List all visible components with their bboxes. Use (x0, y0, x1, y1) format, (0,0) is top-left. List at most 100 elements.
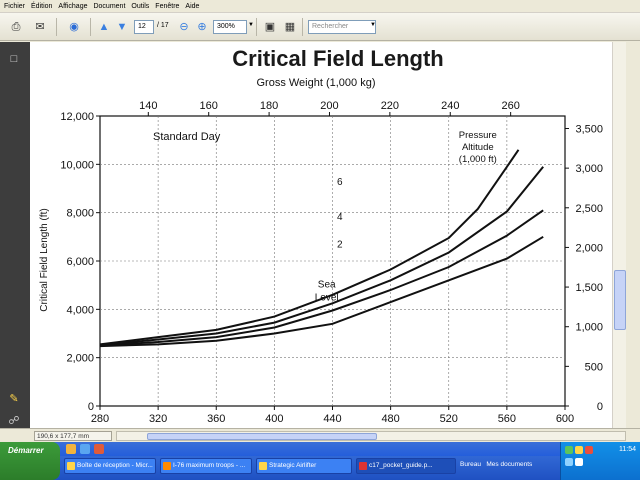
quicklaunch-icon[interactable] (66, 444, 76, 454)
comments-icon[interactable]: ✎ (9, 393, 19, 405)
menu-window[interactable]: Fenêtre (155, 2, 180, 10)
x-top-tick-label: 260 (501, 100, 519, 112)
zoom-select[interactable]: 300% (213, 20, 247, 34)
menu-edit[interactable]: Édition (31, 2, 53, 10)
y-right-tick-label: 2,500 (575, 203, 603, 215)
menu-file[interactable]: Fichier (4, 2, 26, 10)
y-right-tick-label: 1,500 (575, 282, 603, 294)
y-right-tick-label: 3,500 (575, 123, 603, 135)
fit-page-icon[interactable]: ▣ (264, 21, 276, 33)
document-view: Critical Field Length Gross Weight (1,00… (30, 42, 612, 428)
x-bottom-tick-label: 280 (91, 413, 109, 425)
series-label: 6 (337, 177, 343, 188)
tray-icon[interactable] (565, 458, 573, 466)
series-line-sea-level (99, 235, 544, 348)
legend-title-line: Pressure (459, 130, 497, 141)
series-label: Sea (318, 280, 336, 291)
x-bottom-tick-label: 360 (207, 413, 225, 425)
quicklaunch-icon[interactable] (94, 444, 104, 454)
series-line-2 (99, 209, 544, 347)
x-bottom-tick-label: 480 (381, 413, 399, 425)
zoom-in-icon[interactable]: ⊕ (197, 21, 207, 33)
quick-launch-bar (0, 442, 640, 456)
annotation-standard-day: Standard Day (153, 131, 221, 143)
page-total: / 17 (157, 22, 169, 29)
y-right-tick-label: 2,000 (575, 242, 603, 254)
x-top-axis-label: Gross Weight (1,000 kg) (256, 77, 375, 89)
x-bottom-tick-label: 440 (323, 413, 341, 425)
email-icon[interactable]: ✉ (35, 21, 45, 33)
taskbar-item-airlifter[interactable]: Strategic Airlifter (256, 458, 352, 474)
series-label: Level (315, 293, 339, 304)
menu-help[interactable]: Aide (185, 2, 200, 10)
series-label: 2 (337, 240, 343, 251)
page-number-input[interactable]: 12 (134, 20, 154, 34)
vertical-scroll-thumb[interactable] (614, 270, 626, 330)
series-label: 4 (337, 212, 343, 223)
x-top-tick-label: 220 (381, 100, 399, 112)
vertical-scrollbar[interactable] (612, 42, 626, 428)
taskbar-item-pdf[interactable]: c17_pocket_guide.p... (356, 458, 456, 474)
series-line-6 (99, 149, 520, 346)
menu-tools[interactable]: Outils (131, 2, 150, 10)
chevron-down-icon[interactable]: ▼ (248, 22, 254, 28)
next-page-icon[interactable]: ▼ (116, 21, 128, 33)
y-left-tick-label: 12,000 (60, 111, 94, 123)
taskbar-item-troops[interactable]: I-76 maximum troops - ... (160, 458, 252, 474)
search-input[interactable]: Rechercher (308, 20, 376, 34)
search-globe-icon[interactable]: ◉ (69, 21, 79, 33)
y-left-tick-label: 8,000 (66, 208, 94, 220)
x-top-tick-label: 180 (260, 100, 278, 112)
horizontal-scrollbar[interactable] (116, 431, 626, 441)
pages-icon[interactable]: □ (10, 53, 18, 65)
x-bottom-tick-label: 320 (149, 413, 167, 425)
quicklaunch-icon[interactable] (80, 444, 90, 454)
right-panel-edge (626, 42, 640, 428)
x-bottom-tick-label: 400 (265, 413, 283, 425)
menu-view[interactable]: Affichage (58, 2, 88, 10)
tray-icon[interactable] (575, 446, 583, 454)
y-left-tick-label: 10,000 (60, 159, 94, 171)
toolbar: ⎙ ✉ ◉ ▲ ▼ 12 / 17 ⊖ ⊕ 300% ▼ ▣ ▦ Recherc… (0, 13, 640, 41)
y-right-tick-label: 0 (597, 401, 603, 413)
x-top-tick-label: 140 (139, 100, 157, 112)
fit-width-icon[interactable]: ▦ (284, 21, 296, 33)
deskbar: Bureau Mes documents (460, 458, 532, 472)
clock: 11:54 (619, 446, 636, 453)
y-left-axis-label: Critical Field Length (ft) (39, 208, 50, 311)
tray-icon[interactable] (575, 458, 583, 466)
y-right-tick-label: 1,000 (575, 322, 603, 334)
prev-page-icon[interactable]: ▲ (98, 21, 110, 33)
ticks: 280 320 360 400 440 480 520 560 600 0 2,000 4,000 6,… (60, 100, 603, 425)
x-top-tick-label: 200 (320, 100, 338, 112)
zoom-out-icon[interactable]: ⊖ (179, 21, 189, 33)
tray-icon[interactable] (565, 446, 573, 454)
series (99, 149, 544, 348)
navigation-pane: □ ✎ ☍ (0, 42, 30, 428)
x-bottom-tick-label: 560 (498, 413, 516, 425)
horizontal-scroll-thumb[interactable] (147, 433, 377, 440)
legend-title-line: (1,000 ft) (459, 154, 497, 165)
y-left-tick-label: 0 (88, 401, 94, 413)
print-icon[interactable]: ⎙ (11, 21, 21, 33)
deskbar-desktop[interactable]: Bureau (460, 461, 481, 468)
taskbar-item-inbox[interactable]: Boîte de réception - Micr... (64, 458, 156, 474)
critical-field-length-chart: Critical Field Length Gross Weight (1,00… (39, 46, 603, 425)
attachments-icon[interactable]: ☍ (8, 415, 20, 427)
menu-document[interactable]: Document (93, 2, 126, 10)
y-right-tick-label: 500 (585, 361, 603, 373)
x-top-tick-label: 160 (200, 100, 218, 112)
page-size-readout: 190,6 x 177,7 mm (34, 431, 112, 441)
menu-bar: Fichier Édition Affichage Document Outil… (0, 0, 640, 13)
y-right-tick-label: 3,000 (575, 163, 603, 175)
y-left-tick-label: 6,000 (66, 256, 94, 268)
status-bar: 190,6 x 177,7 mm (0, 428, 640, 442)
series-line-4 (99, 166, 544, 347)
search-dropdown-icon[interactable]: ▼ (370, 22, 376, 28)
start-button[interactable]: Démarrer (0, 442, 60, 480)
system-tray: 11:54 (560, 442, 640, 480)
deskbar-documents[interactable]: Mes documents (486, 461, 533, 468)
tray-icon[interactable] (585, 446, 593, 454)
